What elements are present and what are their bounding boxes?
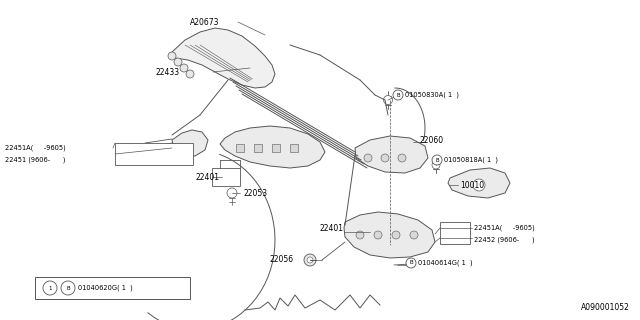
Circle shape (180, 64, 188, 72)
Circle shape (398, 154, 406, 162)
Bar (272, 144, 280, 152)
Polygon shape (172, 28, 275, 88)
Polygon shape (355, 136, 428, 173)
Text: 22401: 22401 (195, 172, 219, 181)
Text: A20673: A20673 (190, 18, 220, 27)
Circle shape (43, 281, 57, 295)
Circle shape (186, 70, 194, 78)
Circle shape (393, 90, 403, 100)
Text: 01050830A( 1  ): 01050830A( 1 ) (405, 92, 459, 98)
Circle shape (304, 254, 316, 266)
Text: 22451A(     -9605): 22451A( -9605) (5, 145, 66, 151)
Bar (212, 168, 240, 186)
Circle shape (406, 258, 416, 268)
Text: 22451A(     -9605): 22451A( -9605) (474, 225, 535, 231)
Text: A090001052: A090001052 (581, 303, 630, 312)
Polygon shape (448, 168, 510, 198)
Bar (35, 277, 190, 299)
Circle shape (473, 179, 485, 191)
Bar (290, 144, 298, 152)
Text: 22060: 22060 (420, 135, 444, 145)
Circle shape (174, 58, 182, 66)
Polygon shape (220, 126, 325, 168)
Circle shape (61, 281, 75, 295)
Text: B: B (66, 285, 70, 291)
Circle shape (374, 231, 382, 239)
Polygon shape (172, 130, 208, 156)
Polygon shape (344, 212, 435, 258)
Bar (236, 144, 244, 152)
Circle shape (381, 154, 389, 162)
Text: 22053: 22053 (244, 188, 268, 197)
Circle shape (168, 52, 176, 60)
Circle shape (364, 154, 372, 162)
Circle shape (432, 161, 440, 169)
Text: B: B (396, 92, 400, 98)
Text: 01040614G( 1  ): 01040614G( 1 ) (418, 260, 472, 266)
Circle shape (227, 188, 237, 198)
Circle shape (356, 231, 364, 239)
Circle shape (383, 95, 392, 105)
Circle shape (432, 155, 442, 165)
Text: B: B (435, 157, 439, 163)
Text: 22451 (9606-      ): 22451 (9606- ) (5, 157, 65, 163)
Text: 10010: 10010 (460, 180, 484, 189)
Bar (254, 144, 262, 152)
Text: 22452 (9606-      ): 22452 (9606- ) (474, 237, 534, 243)
Text: 01040620G( 1  ): 01040620G( 1 ) (78, 285, 132, 291)
Circle shape (307, 257, 313, 263)
Text: 01050818A( 1  ): 01050818A( 1 ) (444, 157, 498, 163)
Text: 22056: 22056 (270, 255, 294, 265)
Text: B: B (409, 260, 413, 266)
Text: 22401: 22401 (320, 223, 344, 233)
Bar (115, 143, 193, 165)
Circle shape (392, 231, 400, 239)
Text: 22433: 22433 (155, 68, 179, 76)
Circle shape (410, 231, 418, 239)
Text: 1: 1 (48, 285, 52, 291)
Bar (440, 222, 470, 244)
